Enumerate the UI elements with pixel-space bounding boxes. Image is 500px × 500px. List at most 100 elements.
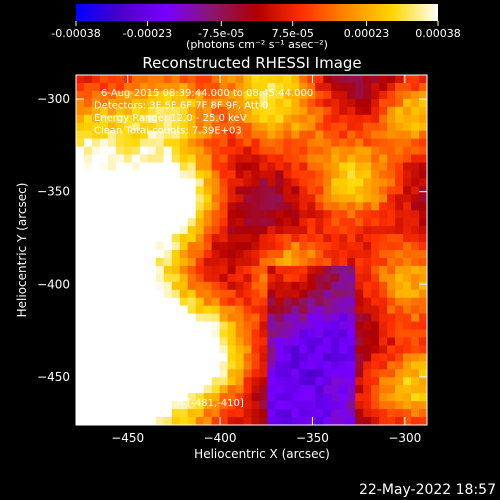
heatmap-cell: [347, 130, 356, 140]
heatmap-cell: [387, 178, 396, 187]
heatmap-cell: [371, 313, 380, 323]
heatmap-cell: [267, 329, 276, 338]
heatmap-cell: [99, 377, 109, 386]
heatmap-cell: [147, 114, 157, 124]
heatmap-cell: [371, 186, 380, 195]
heatmap-cell: [147, 321, 157, 331]
heatmap-cell: [147, 401, 157, 410]
heatmap-cell: [371, 90, 380, 100]
heatmap-cell: [107, 210, 117, 219]
heatmap-cell: [203, 369, 213, 378]
heatmap-cell: [147, 82, 157, 92]
heatmap-cell: [419, 226, 428, 235]
heatmap-cell: [387, 321, 396, 331]
heatmap-cell: [243, 194, 252, 203]
heatmap-cell: [91, 265, 101, 275]
heatmap-cell: [371, 337, 380, 346]
heatmap-cell: [291, 297, 300, 307]
heatmap-cell: [155, 106, 165, 116]
heatmap-cell: [395, 417, 404, 426]
heatmap-cell: [363, 226, 372, 235]
heatmap-cell: [251, 146, 260, 156]
heatmap-cell: [307, 154, 316, 163]
heatmap-cell: [323, 393, 332, 402]
heatmap-cell: [123, 170, 133, 179]
heatmap-cell: [251, 122, 260, 132]
heatmap-image[interactable]: [76, 75, 428, 426]
heatmap-cell: [235, 146, 245, 156]
heatmap-cell: [227, 345, 237, 354]
heatmap-cell: [147, 329, 157, 338]
heatmap-cell: [131, 409, 141, 418]
heatmap-cell: [387, 90, 396, 100]
heatmap-cell: [259, 353, 268, 362]
heatmap-cell: [76, 409, 85, 418]
heatmap-cell: [107, 162, 117, 171]
heatmap-cell: [363, 202, 372, 211]
heatmap-cell: [227, 265, 237, 275]
heatmap-cell: [139, 305, 149, 315]
heatmap-cell: [267, 154, 276, 163]
heatmap-cell: [259, 321, 268, 331]
heatmap-cell: [411, 75, 420, 84]
heatmap-cell: [219, 138, 229, 148]
heatmap-cell: [99, 313, 109, 323]
heatmap-cell: [355, 273, 364, 283]
heatmap-cell: [187, 114, 197, 124]
heatmap-cell: [243, 146, 252, 156]
heatmap-cell: [395, 273, 404, 283]
heatmap-cell: [235, 130, 245, 140]
heatmap-cell: [131, 202, 141, 211]
heatmap-cell: [291, 186, 300, 195]
heatmap-cell: [283, 401, 292, 410]
heatmap-cell: [363, 257, 372, 267]
heatmap-cell: [291, 162, 300, 171]
heatmap-cell: [171, 226, 181, 235]
heatmap-cell: [259, 170, 268, 179]
heatmap-cell: [307, 234, 316, 243]
heatmap-cell: [419, 242, 428, 251]
heatmap-cell: [283, 218, 292, 227]
heatmap-cell: [147, 138, 157, 148]
heatmap-cell: [363, 194, 372, 203]
heatmap-cell: [331, 385, 340, 394]
heatmap-cell: [259, 82, 268, 92]
heatmap-cell: [155, 337, 165, 346]
heatmap-cell: [91, 250, 101, 259]
heatmap-cell: [275, 122, 284, 132]
x-tick-label: −450: [111, 431, 144, 445]
heatmap-cell: [419, 210, 428, 219]
heatmap-cell: [235, 98, 245, 108]
heatmap-cell: [195, 162, 205, 171]
heatmap-cell: [355, 250, 364, 259]
heatmap-cell: [139, 114, 149, 124]
heatmap-cell: [91, 289, 101, 299]
heatmap-cell: [123, 210, 133, 219]
heatmap-cell: [323, 281, 332, 291]
heatmap-cell: [323, 194, 332, 203]
heatmap-cell: [395, 289, 404, 299]
heatmap-cell: [211, 393, 221, 402]
heatmap-cell: [179, 226, 189, 235]
heatmap-cell: [155, 393, 165, 402]
heatmap-cell: [211, 130, 221, 140]
heatmap-cell: [243, 170, 252, 179]
heatmap-cell: [115, 385, 125, 394]
heatmap-cell: [283, 138, 292, 148]
heatmap-cell: [211, 178, 221, 187]
heatmap-cell: [291, 146, 300, 156]
heatmap-cell: [163, 186, 173, 195]
heatmap-cell: [371, 369, 380, 378]
heatmap-cell: [363, 106, 372, 116]
heatmap-cell: [419, 234, 428, 243]
heatmap-cell: [259, 106, 268, 116]
heatmap-cell: [115, 130, 125, 140]
heatmap-cell: [155, 250, 165, 259]
heatmap-cell: [235, 297, 245, 307]
heatmap-cell: [227, 385, 237, 394]
heatmap-cell: [211, 162, 221, 171]
heatmap-cell: [355, 281, 364, 291]
heatmap-cell: [291, 114, 300, 124]
heatmap-cell: [395, 106, 404, 116]
heatmap-cell: [195, 417, 205, 426]
